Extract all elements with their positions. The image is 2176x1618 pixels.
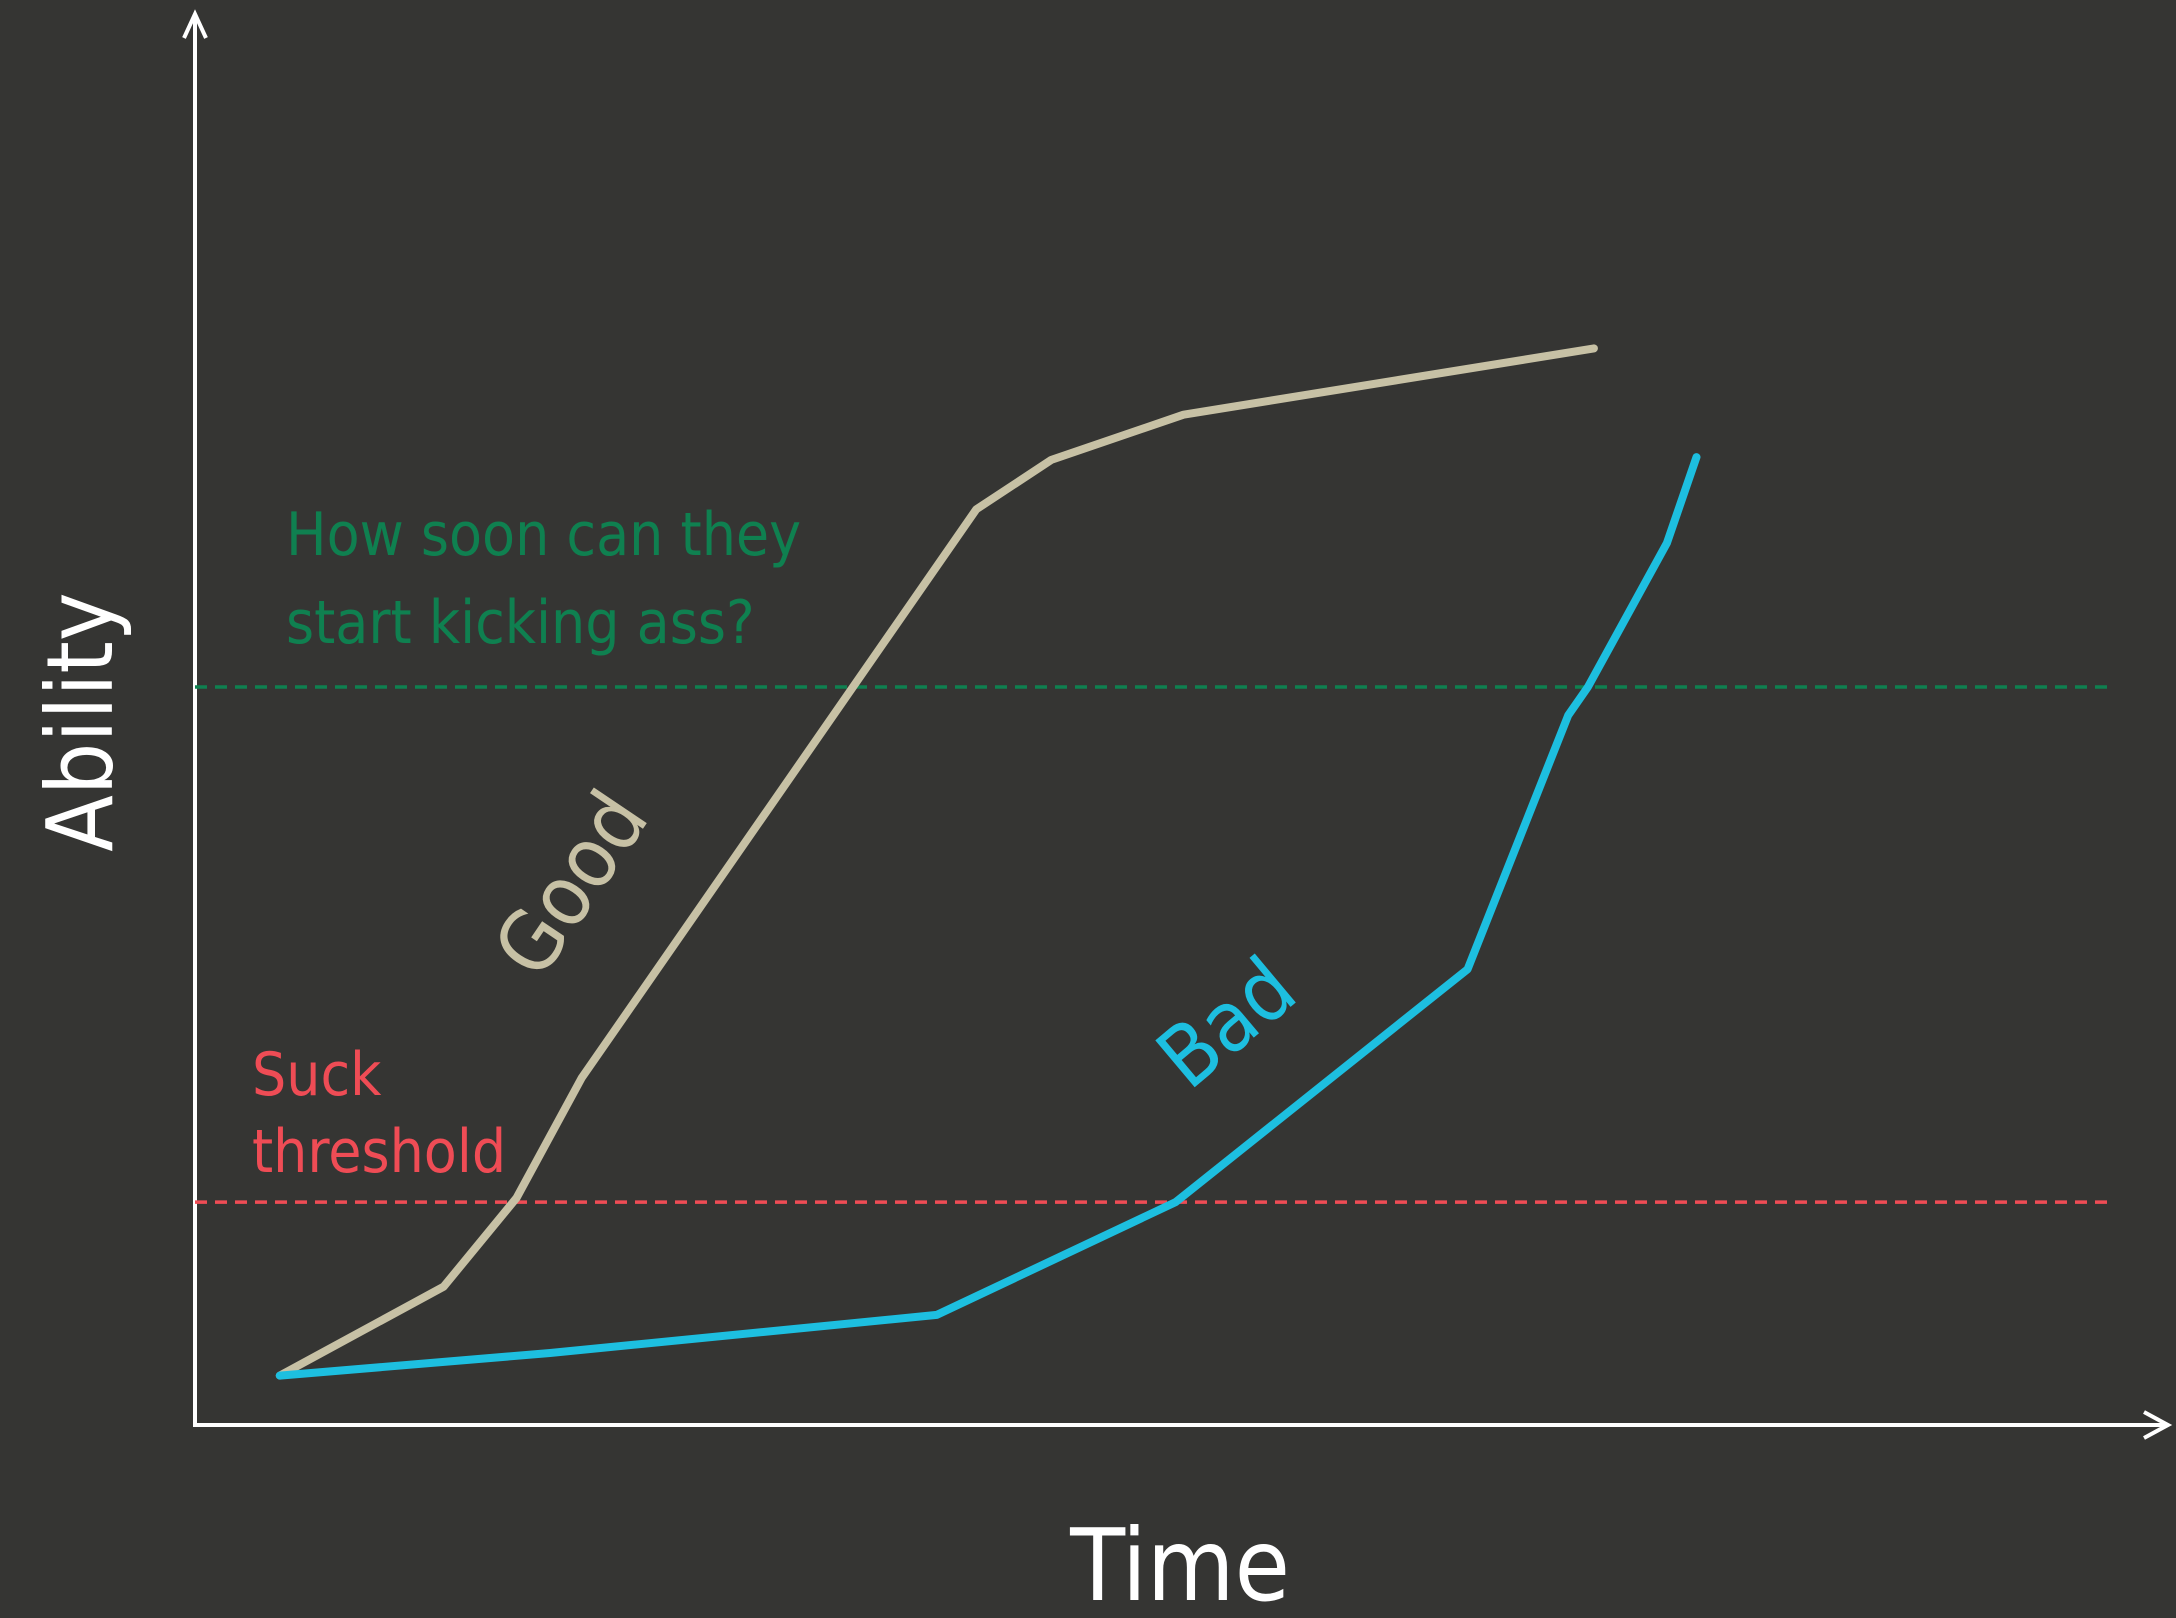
good-series-line	[275, 344, 1598, 1380]
suck-threshold-label-line-1: Suck	[252, 1040, 382, 1110]
x-axis-label: Time	[1069, 1507, 1290, 1613]
bad-series-line	[275, 453, 1701, 1380]
bad-series-label: Bad	[1139, 938, 1314, 1107]
y-axis-arrowhead	[182, 9, 208, 39]
good-series-label: Good	[475, 774, 668, 994]
y-axis-label: Ability	[27, 592, 134, 852]
x-axis-arrowhead	[2143, 1410, 2173, 1440]
suck-threshold-label-line-2: threshold	[252, 1117, 506, 1187]
kick-ass-label-line-1: How soon can they	[286, 500, 801, 570]
kick-ass-label-line-2: start kicking ass?	[286, 588, 755, 658]
